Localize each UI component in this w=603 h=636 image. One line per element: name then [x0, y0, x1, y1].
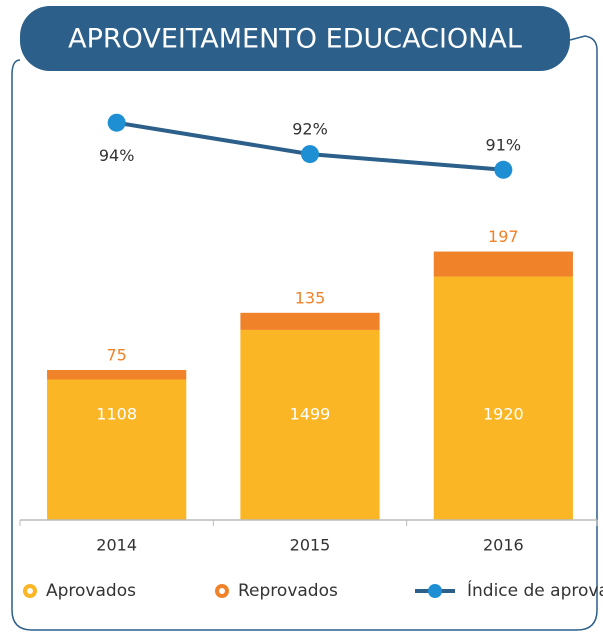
x-tick-label: 2014	[96, 536, 137, 555]
data-label: 91%	[486, 135, 522, 154]
data-label: 1108	[96, 405, 137, 424]
bar-segment	[433, 276, 573, 520]
legend-swatch	[428, 584, 442, 598]
data-label: 197	[488, 227, 519, 246]
data-label: 75	[106, 345, 126, 364]
data-label: 1499	[290, 405, 331, 424]
chart-title: APROVEITAMENTO EDUCACIONAL	[68, 24, 522, 55]
line-marker	[494, 160, 513, 179]
data-label: 94%	[99, 146, 135, 165]
bar-segment	[47, 369, 187, 380]
legend-label: Reprovados	[238, 581, 338, 601]
line-marker	[107, 113, 126, 132]
line-marker	[301, 145, 319, 164]
title-banner	[20, 6, 570, 71]
legend-label: Aprovados	[46, 581, 136, 601]
data-label: 92%	[292, 120, 328, 139]
bar-segment	[240, 329, 380, 520]
bar-segment	[240, 312, 380, 330]
frame	[11, 35, 598, 631]
data-label: 135	[295, 288, 326, 307]
data-label: 1920	[483, 405, 524, 424]
bar-segment	[433, 251, 573, 277]
legend-swatch	[215, 584, 229, 598]
legend-label: Índice de aprovados	[467, 579, 603, 601]
x-tick-label: 2016	[483, 536, 524, 555]
bar-segment	[47, 379, 187, 520]
x-tick-label: 2015	[290, 536, 331, 555]
legend-swatch	[23, 584, 37, 598]
